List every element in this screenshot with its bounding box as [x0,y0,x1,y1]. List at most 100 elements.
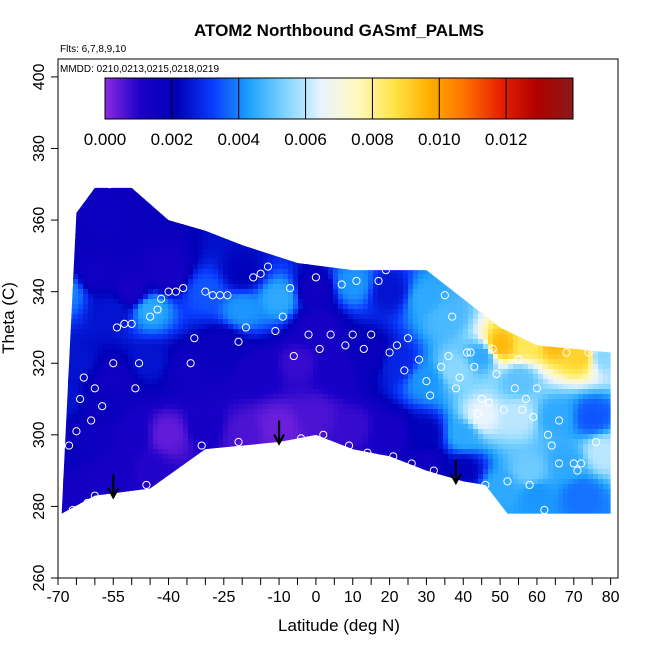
heatmap-cell [338,454,344,460]
heatmap-cell [143,234,149,240]
heatmap-cell [338,174,344,180]
heatmap-cell [118,509,124,514]
heatmap-cell [143,334,149,340]
heatmap-cell [198,219,204,225]
heatmap-cell [178,204,184,210]
heatmap-cell [173,284,179,290]
heatmap-cell [148,319,154,325]
heatmap-cell [268,294,274,300]
heatmap-cell [183,424,189,430]
heatmap-cell [273,129,279,135]
heatmap-cell [78,409,84,415]
heatmap-cell [108,439,114,445]
heatmap-cell [298,279,304,285]
heatmap-cell [363,309,369,315]
heatmap-cell [133,394,139,400]
heatmap-cell [288,409,294,415]
heatmap-cell [68,199,74,205]
heatmap-cell [228,204,234,210]
heatmap-cell [98,329,104,335]
heatmap-cell [153,444,159,450]
heatmap-cell [183,429,189,435]
heatmap-cell [63,199,69,205]
heatmap-cell [258,464,264,470]
heatmap-cell [98,159,104,165]
heatmap-cell [253,359,259,365]
heatmap-cell [68,169,74,175]
heatmap-cell [358,489,364,495]
heatmap-cell [288,424,294,430]
heatmap-cell [278,199,284,205]
heatmap-cell [163,459,169,465]
heatmap-cell [128,384,134,390]
heatmap-cell [268,474,274,480]
heatmap-cell [173,404,179,410]
heatmap-cell [148,379,154,385]
heatmap-cell [283,359,289,365]
heatmap-cell [338,209,344,215]
heatmap-cell [138,119,144,125]
heatmap-cell [318,469,324,475]
heatmap-cell [238,434,244,440]
heatmap-cell [73,474,79,480]
heatmap-cell [118,414,124,420]
heatmap-cell [128,304,134,310]
heatmap-cell [188,469,194,475]
heatmap-cell [283,324,289,330]
heatmap-cell [208,274,214,280]
heatmap-cell [343,414,349,420]
heatmap-cell [208,434,214,440]
heatmap-cell [88,149,94,155]
heatmap-cell [328,219,334,225]
heatmap-cell [153,334,159,340]
heatmap-cell [208,154,214,160]
heatmap-cell [148,304,154,310]
heatmap-cell [353,304,359,310]
heatmap-cell [143,419,149,425]
heatmap-cell [338,374,344,380]
heatmap-cell [153,434,159,440]
heatmap-cell [243,224,249,230]
heatmap-cell [338,279,344,285]
heatmap-cell [78,199,84,205]
heatmap-cell [353,359,359,365]
heatmap-cell [61,219,64,225]
heatmap-cell [283,284,289,290]
heatmap-cell [63,169,69,175]
heatmap-cell [218,299,224,305]
heatmap-cell [273,194,279,200]
heatmap-cell [323,464,329,470]
heatmap-cell [313,364,319,370]
heatmap-cell [168,494,174,500]
heatmap-cell [193,414,199,420]
heatmap-cell [223,294,229,300]
heatmap-cell [353,419,359,425]
heatmap-cell [178,324,184,330]
heatmap-cell [103,164,109,170]
heatmap-cell [58,179,64,185]
heatmap-cell [218,124,224,130]
heatmap-cell [268,349,274,355]
heatmap-cell [158,179,164,185]
heatmap-cell [313,464,319,470]
heatmap-cell [143,274,149,280]
heatmap-cell [93,324,99,330]
heatmap-cell [193,169,199,175]
heatmap-cell [93,249,99,255]
heatmap-cell [63,289,69,295]
heatmap-cell [283,474,289,480]
heatmap-cell [158,154,164,160]
heatmap-cell [328,209,334,215]
heatmap-cell [203,219,209,225]
heatmap-cell [228,439,234,445]
heatmap-cell [268,289,274,295]
heatmap-cell [303,174,309,180]
heatmap-cell [61,339,64,345]
heatmap-cell [268,264,274,270]
heatmap-cell [308,509,314,514]
heatmap-cell [353,474,359,480]
heatmap-cell [273,379,279,385]
heatmap-cell [123,229,129,235]
heatmap-cell [213,489,219,495]
heatmap-cell [208,439,214,445]
